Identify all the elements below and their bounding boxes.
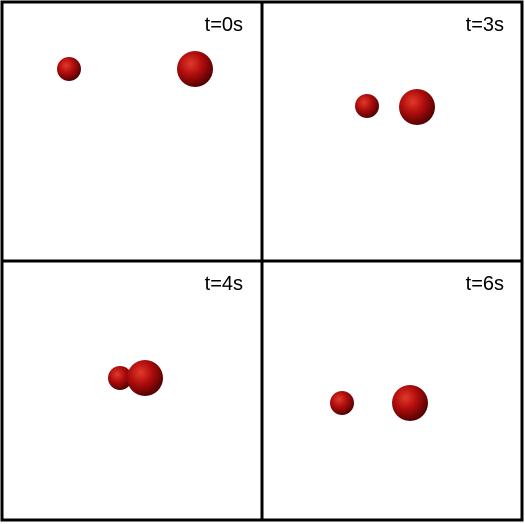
small-ball bbox=[57, 57, 81, 81]
panel-t4: t=4s bbox=[108, 273, 243, 396]
small-ball bbox=[108, 366, 132, 390]
time-label: t=3s bbox=[466, 14, 504, 36]
small-ball bbox=[355, 94, 379, 118]
panel-t0: t=0s bbox=[57, 14, 243, 87]
large-ball bbox=[177, 51, 213, 87]
large-ball bbox=[127, 360, 163, 396]
panel-t6: t=6s bbox=[330, 273, 504, 421]
time-label: t=4s bbox=[205, 273, 243, 295]
large-ball bbox=[392, 385, 428, 421]
panel-t3: t=3s bbox=[355, 14, 504, 125]
time-label: t=6s bbox=[466, 273, 504, 295]
time-label: t=0s bbox=[205, 14, 243, 36]
small-ball bbox=[330, 391, 354, 415]
large-ball bbox=[399, 89, 435, 125]
